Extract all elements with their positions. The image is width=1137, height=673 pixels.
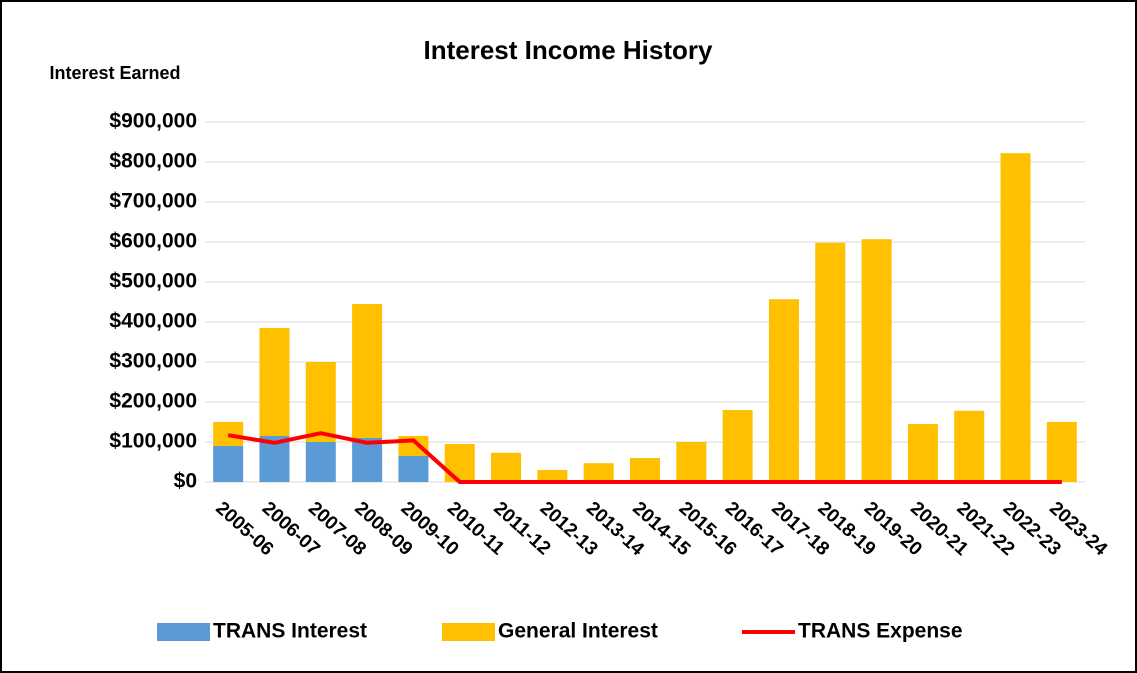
bar-segment	[352, 438, 383, 482]
bar-segment	[259, 328, 290, 436]
bar-segment	[583, 463, 614, 482]
bar-segment	[305, 442, 336, 482]
y-tick-label: $200,000	[109, 390, 197, 413]
bar-segment	[722, 410, 753, 482]
y-tick-label: $800,000	[109, 150, 197, 173]
bar-segment	[305, 362, 336, 442]
y-tick-label: $0	[174, 470, 197, 493]
y-tick-label: $300,000	[109, 350, 197, 373]
bar-segment	[1000, 153, 1031, 482]
legend-label: TRANS Expense	[798, 620, 963, 643]
y-tick-label: $500,000	[109, 270, 197, 293]
bar-segment	[815, 242, 846, 482]
bar-segment	[444, 444, 475, 482]
bar-segment	[676, 442, 707, 482]
bar-segment	[398, 456, 429, 482]
bar-segment	[213, 446, 244, 482]
bar-segment	[907, 424, 938, 482]
bar-segment	[491, 452, 522, 482]
chart-title: Interest Income History	[424, 35, 714, 65]
bar-segment	[861, 239, 892, 482]
bar-segment	[1046, 422, 1077, 482]
y-tick-label: $100,000	[109, 430, 197, 453]
y-tick-label: $600,000	[109, 230, 197, 253]
bar-segment	[213, 422, 244, 446]
legend-swatch	[157, 623, 210, 641]
y-tick-label: $700,000	[109, 190, 197, 213]
bar-segment	[537, 470, 568, 482]
y-tick-label: $900,000	[109, 110, 197, 133]
bar-segment	[954, 410, 985, 482]
bar-segment	[630, 458, 660, 482]
y-axis-label: Interest Earned	[49, 63, 180, 83]
legend-swatch	[442, 623, 495, 641]
bar-segment	[352, 304, 383, 438]
y-tick-label: $400,000	[109, 310, 197, 333]
line	[227, 431, 1062, 484]
legend-label: TRANS Interest	[213, 620, 367, 643]
bar-segment	[768, 299, 799, 482]
legend-label: General Interest	[498, 620, 658, 643]
